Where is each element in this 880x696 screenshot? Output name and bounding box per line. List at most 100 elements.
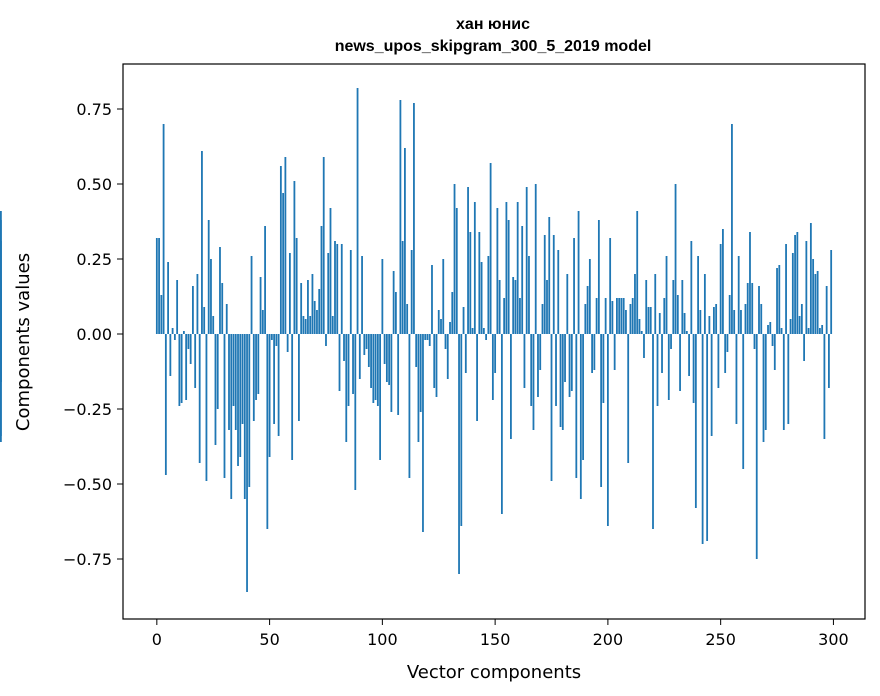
bar-25: [212, 316, 215, 334]
bar-117: [419, 334, 422, 412]
bar-283: [794, 235, 796, 334]
bar-213: [636, 211, 639, 334]
bar-247: [712, 307, 715, 334]
bar-26: [214, 334, 217, 445]
bar-153: [500, 334, 503, 514]
bar-6: [169, 334, 172, 376]
bar-293: [816, 271, 819, 334]
bar-32: [228, 334, 230, 430]
bar-235: [685, 331, 688, 334]
bar-37: [239, 334, 242, 457]
bar-115: [415, 334, 418, 367]
bar-undefined: [0, 334, 2, 442]
bar-184: [570, 334, 573, 391]
bar-118: [422, 334, 424, 532]
bar-150: [494, 334, 497, 373]
bar-127: [442, 259, 445, 334]
bar-29: [221, 283, 224, 334]
bar-224: [661, 334, 663, 373]
bar-282: [791, 253, 794, 334]
bar-154: [503, 298, 506, 334]
bar-116: [417, 334, 420, 442]
bar-121: [428, 334, 431, 346]
bar-230: [674, 184, 677, 334]
bar-82: [340, 244, 343, 334]
bar-14: [187, 334, 190, 349]
bar-168: [534, 184, 537, 334]
bar-221: [654, 274, 657, 334]
bar-100: [381, 259, 384, 334]
bar-47: [261, 310, 264, 334]
bar-138: [467, 187, 469, 334]
bar-92: [363, 334, 366, 355]
bar-253: [726, 334, 729, 352]
bar-78: [331, 316, 334, 334]
bar-35: [234, 334, 237, 430]
bar-145: [482, 328, 485, 334]
bar-141: [473, 202, 476, 334]
bar-86: [349, 250, 352, 334]
bar-191: [586, 286, 589, 334]
bar-210: [629, 304, 632, 334]
x-tick-label: 0: [152, 630, 162, 649]
bar-93: [365, 334, 368, 349]
bar-291: [812, 259, 815, 334]
bar-209: [627, 334, 630, 463]
bar-27: [216, 334, 219, 409]
bar-246: [710, 334, 713, 436]
bar-197: [600, 334, 603, 487]
bar-80: [336, 244, 339, 334]
bar-8: [173, 334, 176, 340]
chart-subtitle: news_upos_skipgram_300_5_2019 model: [335, 38, 652, 55]
bar-174: [548, 217, 551, 334]
y-tick-label: 0.00: [76, 325, 112, 344]
bar-242: [701, 334, 704, 544]
bar-15: [189, 334, 192, 364]
x-axis-ticks: 0 50 100 150 200 250 300: [152, 619, 849, 649]
bar-105: [392, 271, 395, 334]
bar-162: [521, 226, 524, 334]
bar-238: [692, 334, 695, 403]
bar-129: [446, 334, 449, 379]
bar-173: [546, 280, 548, 334]
bar-281: [789, 319, 792, 334]
bar-287: [803, 334, 805, 361]
bar-21: [203, 307, 206, 334]
bar-276: [778, 265, 781, 334]
bar-189: [582, 334, 584, 460]
y-tick-label: −0.25: [63, 400, 112, 419]
bar-185: [573, 238, 575, 334]
bars-group: [0, 88, 833, 592]
bar-43: [252, 334, 255, 421]
bar-196: [597, 220, 600, 334]
bar-17: [194, 334, 197, 388]
bar-12: [182, 331, 185, 334]
bar-20: [201, 151, 203, 334]
bar-59: [288, 253, 291, 334]
bar-284: [796, 232, 799, 334]
bar-124: [435, 334, 438, 397]
bar-272: [769, 322, 772, 334]
bar-190: [584, 304, 587, 334]
bar-186: [575, 334, 578, 478]
bar-269: [762, 334, 765, 442]
bar-258: [737, 256, 740, 334]
bar-245: [708, 316, 711, 334]
bar-85: [347, 334, 350, 406]
bar-295: [821, 325, 824, 334]
bar-262: [746, 283, 749, 334]
bar-226: [665, 256, 668, 334]
bar-49: [266, 334, 269, 529]
bar-180: [561, 334, 564, 430]
bar-178: [557, 250, 560, 334]
bar-254: [728, 295, 731, 334]
bar-68: [309, 316, 312, 334]
bar-54: [277, 334, 280, 436]
bar-130: [449, 322, 451, 334]
bar-140: [471, 328, 474, 334]
bar-219: [649, 307, 652, 334]
bar-240: [697, 256, 699, 334]
bar-133: [455, 208, 458, 334]
bar-45: [257, 334, 260, 394]
